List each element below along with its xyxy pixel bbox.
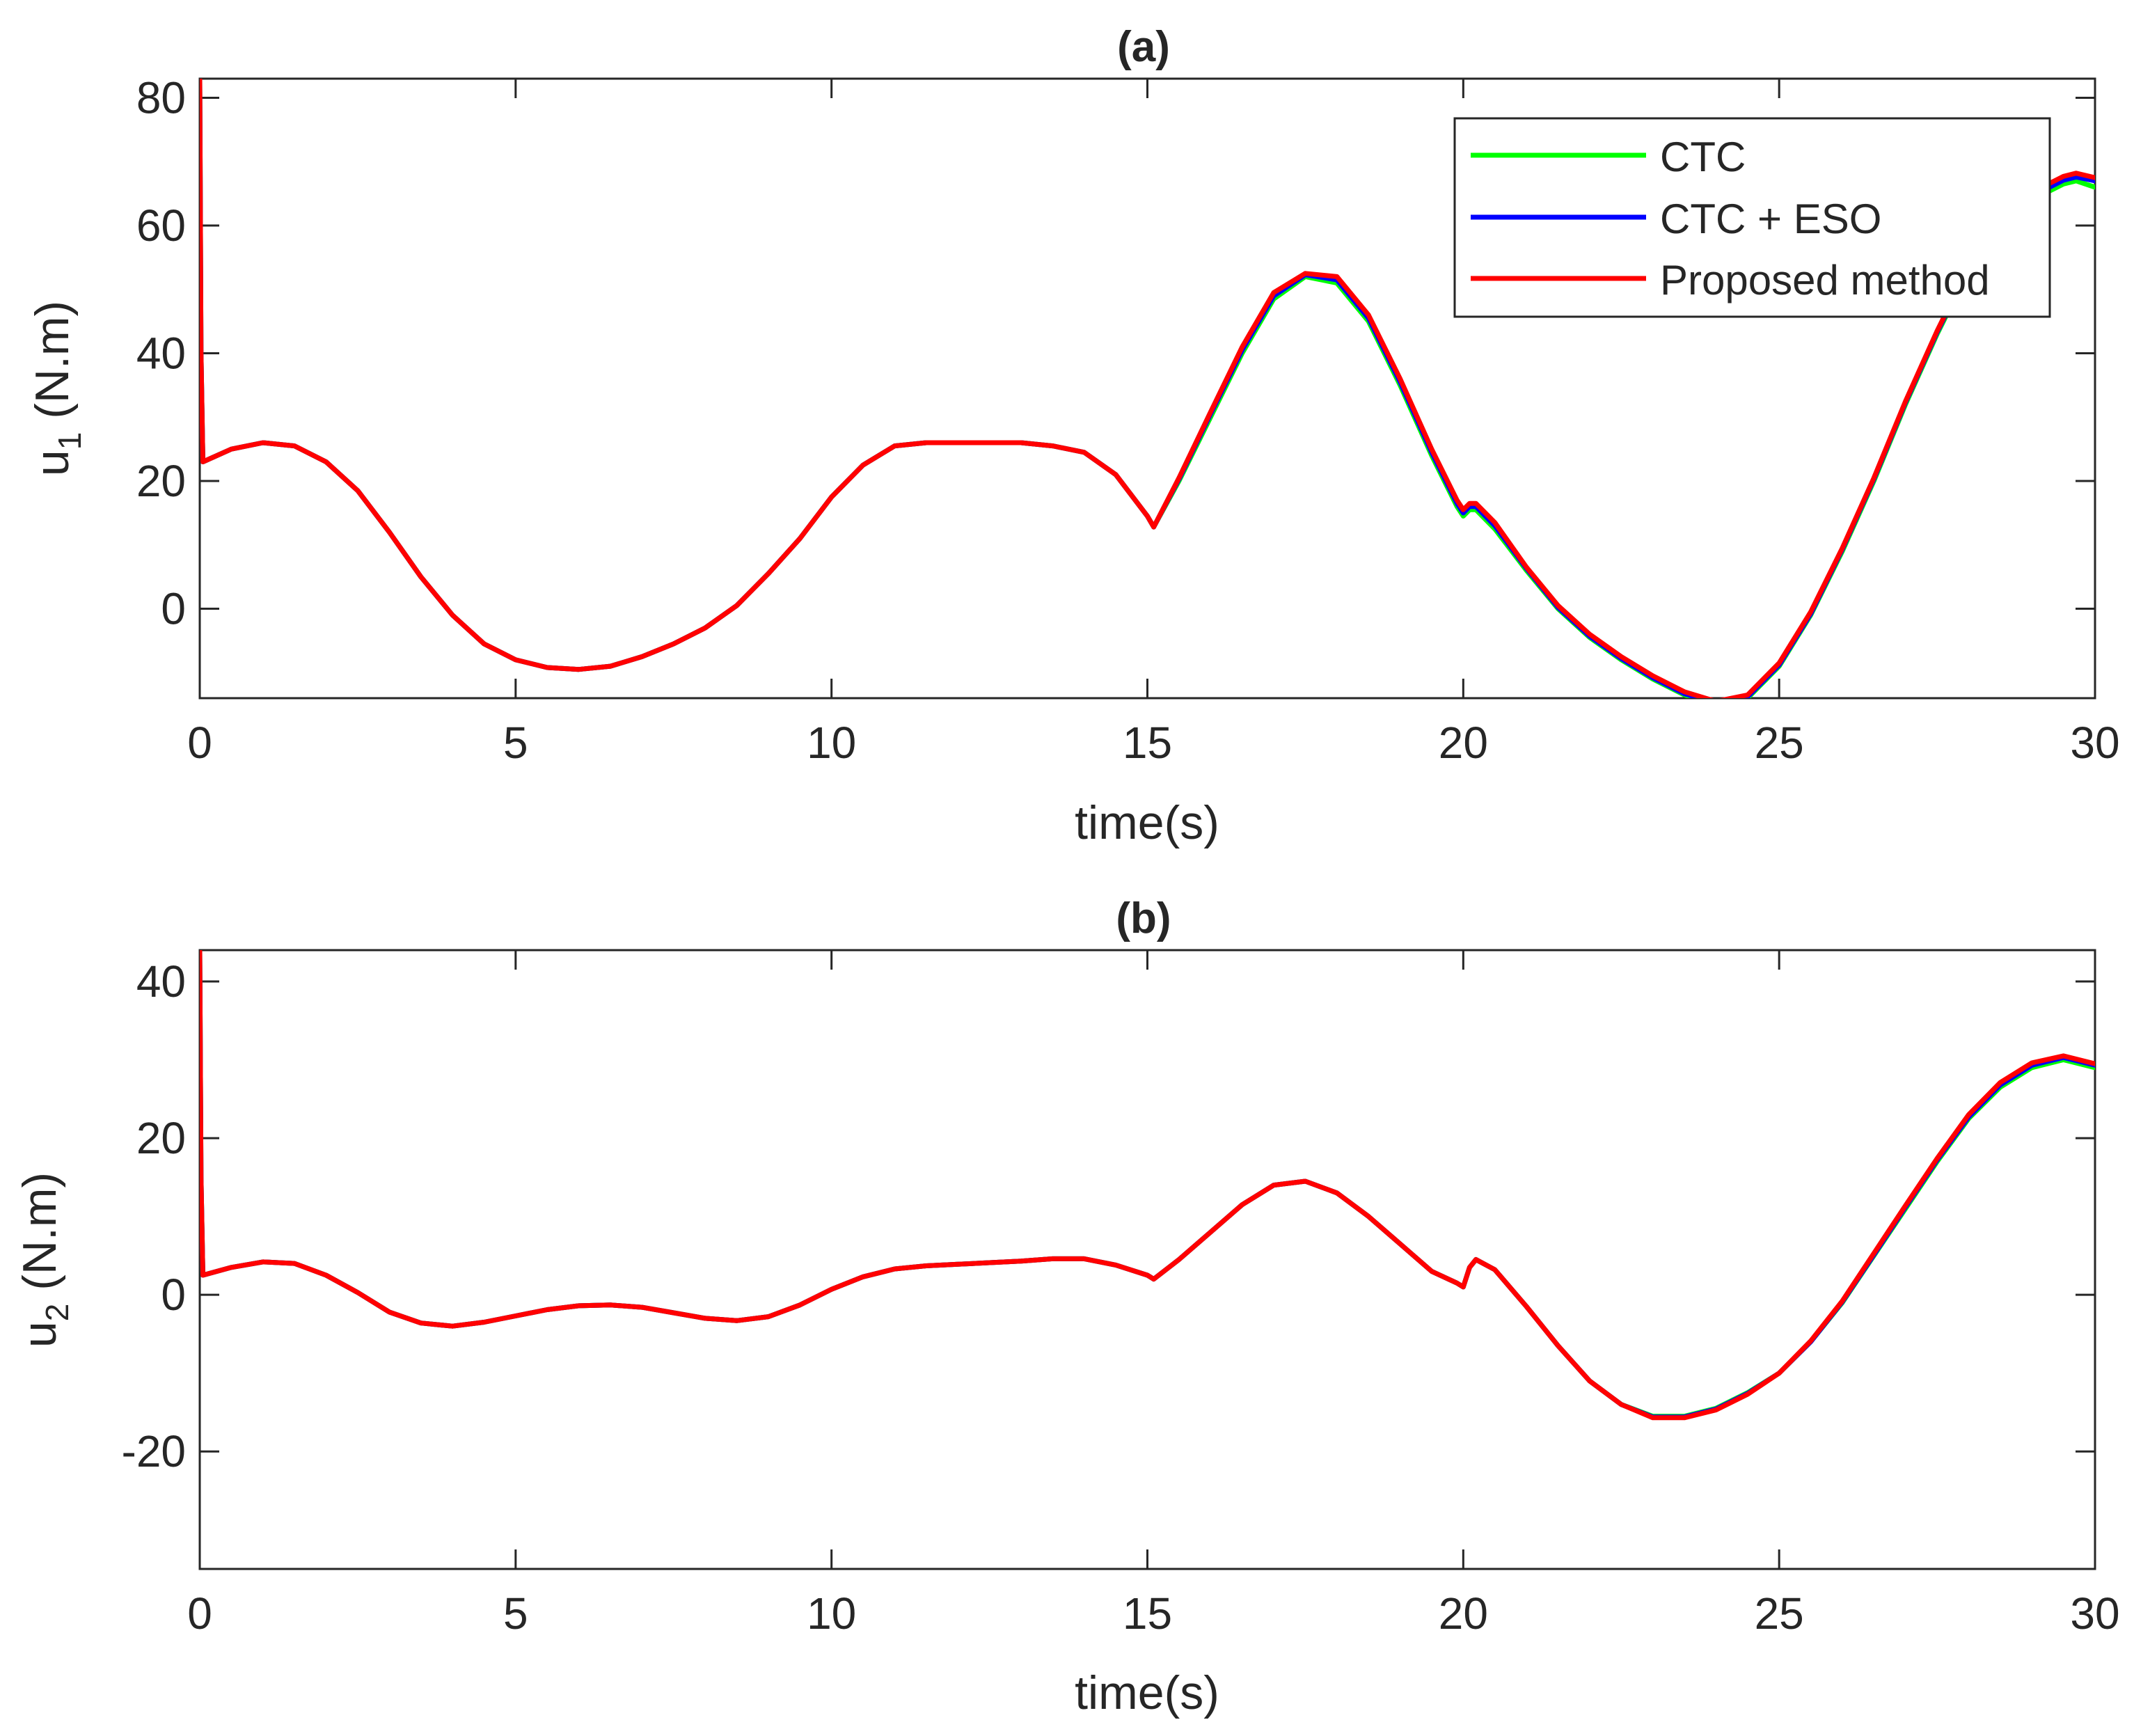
panel-b-y-label-main: u [13, 1321, 66, 1348]
panel-b-x-ticks: 0 5 10 15 20 25 30 [187, 950, 2120, 1639]
panel-a-y-tick-0-label: 0 [161, 584, 186, 634]
panel-b-y-label-unit: (N.m) [13, 1172, 66, 1304]
panel-b-title: (b) [1116, 894, 1171, 942]
panel-b-series-proposed-method-line [200, 950, 2095, 1421]
panel-b-x-tick-5-label: 5 [503, 1588, 528, 1639]
legend: CTC CTC + ESO Proposed method [1453, 117, 2051, 318]
panel-a: (a) 0 20 40 60 80 0 5 10 15 20 25 30 time(s) u1 (N… [26, 23, 2120, 849]
legend-label-ctc: CTC [1660, 134, 1746, 180]
panel-a-x-tick-30-label: 30 [2070, 718, 2119, 768]
panel-b: (b) -20 0 20 40 0 5 10 15 20 25 30 time(s) u2 (N.… [13, 894, 2120, 1719]
panel-a-x-tick-15-label: 15 [1123, 718, 1172, 768]
panel-b-y-label-sub: 2 [39, 1304, 75, 1322]
legend-label-proposed: Proposed method [1660, 257, 1990, 303]
panel-b-x-tick-20-label: 20 [1439, 1588, 1488, 1639]
panel-a-series [200, 79, 2095, 698]
panel-a-y-tick-20-label: 20 [136, 456, 186, 506]
panel-b-x-tick-0-label: 0 [187, 1588, 212, 1639]
panel-b-y-tick-0-label: 0 [161, 1270, 186, 1320]
panel-a-y-ticks: 0 20 40 60 80 [136, 73, 2095, 634]
panel-b-x-tick-15-label: 15 [1123, 1588, 1172, 1639]
panel-b-x-tick-10-label: 10 [807, 1588, 856, 1639]
panel-a-x-tick-25-label: 25 [1755, 718, 1804, 768]
panel-a-y-label-unit: (N.m) [26, 301, 79, 432]
legend-label-ctc-eso: CTC + ESO [1660, 196, 1881, 242]
panel-b-x-tick-25-label: 25 [1755, 1588, 1804, 1639]
panel-a-x-axis-label: time(s) [1075, 796, 1219, 849]
panel-a-x-tick-10-label: 10 [807, 718, 856, 768]
panel-a-x-tick-20-label: 20 [1439, 718, 1488, 768]
panel-a-x-tick-5-label: 5 [503, 718, 528, 768]
panel-b-y-tick-40-label: 40 [136, 956, 186, 1007]
panel-a-y-label-sub: 1 [52, 432, 88, 450]
panel-a-series-proposed-method-line [200, 79, 2095, 698]
panel-a-y-axis-label: u1 (N.m) [26, 301, 88, 476]
panel-a-y-tick-60-label: 60 [136, 200, 186, 251]
panel-a-y-tick-80-label: 80 [136, 73, 186, 123]
panel-b-series [200, 950, 2095, 1421]
panel-b-y-tick-20-label: 20 [136, 1113, 186, 1163]
panel-a-y-label-main: u [26, 450, 79, 476]
panel-a-x-tick-0-label: 0 [187, 718, 212, 768]
panel-b-y-axis-label: u2 (N.m) [13, 1172, 75, 1348]
panel-b-y-tick-neg20-label: -20 [122, 1426, 187, 1476]
panel-b-x-axis-label: time(s) [1075, 1666, 1219, 1719]
panel-a-title: (a) [1117, 23, 1170, 71]
panel-b-axes-box [198, 949, 2096, 1570]
panel-a-y-tick-40-label: 40 [136, 329, 186, 379]
panel-b-x-tick-30-label: 30 [2070, 1588, 2119, 1639]
panel-a-x-ticks: 0 5 10 15 20 25 30 [187, 79, 2120, 768]
